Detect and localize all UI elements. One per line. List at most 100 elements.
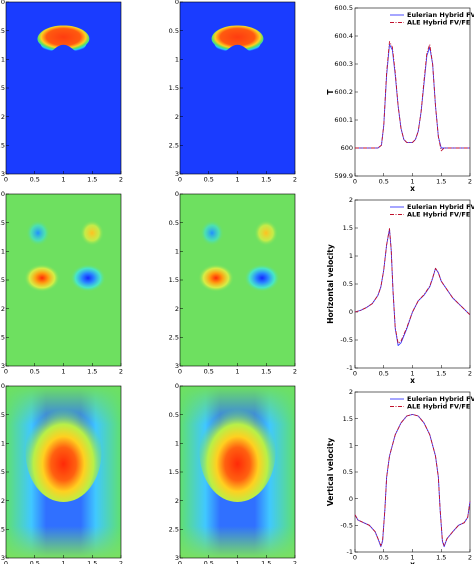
y-tick-label: 0 [1,0,5,6]
y-tick-label: 1 [175,440,179,448]
series-line [354,228,471,344]
y-tick-label: 1 [1,56,5,64]
plot-frame [354,391,471,553]
x-tick-label: 1 [61,176,65,184]
temperature-field-t2 [179,1,296,175]
x-tick-label: 0 [4,560,8,564]
y-tick-label: 0 [349,495,353,503]
y-tick-label: 3 [175,362,179,370]
y-axis-label: T [326,89,335,95]
y-tick-label: 1.5 [0,468,5,476]
x-tick-label: 1 [235,176,239,184]
series-line [355,41,470,152]
y-tick-label: 2.5 [169,526,179,534]
x-tick-label: 1.5 [261,368,271,376]
x-tick-label: 0 [178,176,182,184]
y-tick-label: 1.5 [0,276,5,284]
y-tick-label: 599.9 [334,172,353,180]
x-tick-label: 1.5 [261,560,271,564]
x-tick-label: 2 [293,176,297,184]
y-tick-label: 1 [349,442,353,450]
x-tick-label: 1 [235,368,239,376]
y-tick-label: 0.5 [169,411,179,419]
x-tick-label: 1.5 [436,178,446,186]
x-tick-label: 0.5 [379,178,389,186]
y-tick-label: 1.5 [343,224,353,232]
negative-lobe [26,220,50,246]
y-tick-label: 2 [175,497,179,505]
x-tick-label: 0.5 [379,370,389,378]
y-tick-label: 2.5 [169,142,179,150]
x-tick-label: 0.5 [379,554,389,562]
y-axis-label: Horizontal velocity [326,244,335,324]
y-tick-label: 1.5 [169,276,179,284]
x-tick-label: 2 [293,368,297,376]
y-tick-label: 3 [175,170,179,178]
horizontal-velocity-field-t2 [179,193,296,367]
x-tick-label: 0.5 [204,176,214,184]
y-tick-label: 2.5 [0,142,5,150]
x-tick-label: 1 [235,560,239,564]
y-tick-label: 0.5 [0,27,5,35]
plot-frame [354,7,471,177]
x-tick-label: 1.5 [87,560,97,564]
vertical-velocity-field-t1 [5,385,122,559]
y-tick-label: 2 [175,305,179,313]
negative-lobe [70,264,106,292]
legend-label: ALE Hybrid FV/FE [407,403,470,411]
x-tick-label: 2 [468,370,472,378]
y-tick-label: 1.5 [169,84,179,92]
positive-lobe [24,264,60,292]
x-tick-label: 1.5 [436,554,446,562]
x-tick-label: 0 [353,370,357,378]
series-line [354,413,471,547]
vertical-velocity-field-t2 [179,385,296,559]
y-tick-label: -1 [347,548,353,556]
x-tick-label: 2 [293,560,297,564]
x-tick-label: 1 [410,178,414,186]
x-tick-label: 0.5 [30,176,40,184]
y-tick-label: 3 [175,554,179,562]
y-tick-label: 2 [349,196,353,204]
y-tick-label: 0 [175,382,179,390]
y-tick-label: 2 [1,305,5,313]
x-tick-label: 1.5 [436,370,446,378]
y-tick-label: 600 [341,144,353,152]
x-tick-label: 0.5 [204,368,214,376]
x-axis-label: x [410,184,415,193]
y-tick-label: 2 [175,113,179,121]
y-tick-label: 0.5 [0,219,5,227]
y-tick-label: 0 [175,190,179,198]
negative-lobe [244,264,280,292]
y-tick-label: 1.5 [0,84,5,92]
y-tick-label: 3 [1,554,5,562]
y-tick-label: 0.5 [169,27,179,35]
y-tick-label: 2 [1,113,5,121]
temperature-blob [211,25,264,52]
temperature-blob [37,25,90,52]
y-tick-label: 0.5 [0,411,5,419]
y-tick-label: 2.5 [0,334,5,342]
positive-lobe [254,220,278,246]
y-tick-label: 1 [1,440,5,448]
x-tick-label: 2 [119,560,123,564]
y-tick-label: 1 [175,56,179,64]
y-tick-label: 0.5 [343,280,353,288]
y-tick-label: 600.2 [334,88,353,96]
y-tick-label: 600.1 [334,116,353,124]
y-tick-label: 2.5 [169,334,179,342]
x-tick-label: 0.5 [30,560,40,564]
legend-label: Eulerian Hybrid FV/FE [407,203,474,211]
positive-lobe [198,264,234,292]
legend-label: ALE Hybrid FV/FE [407,19,470,27]
x-tick-label: 2 [119,176,123,184]
plot-frame [354,199,471,369]
x-tick-label: 1 [61,560,65,564]
positive-lobe [80,220,104,246]
x-tick-label: 0 [4,368,8,376]
legend-label: ALE Hybrid FV/FE [407,211,470,219]
x-axis-label: x [410,376,415,385]
y-tick-label: 600.3 [334,60,353,68]
